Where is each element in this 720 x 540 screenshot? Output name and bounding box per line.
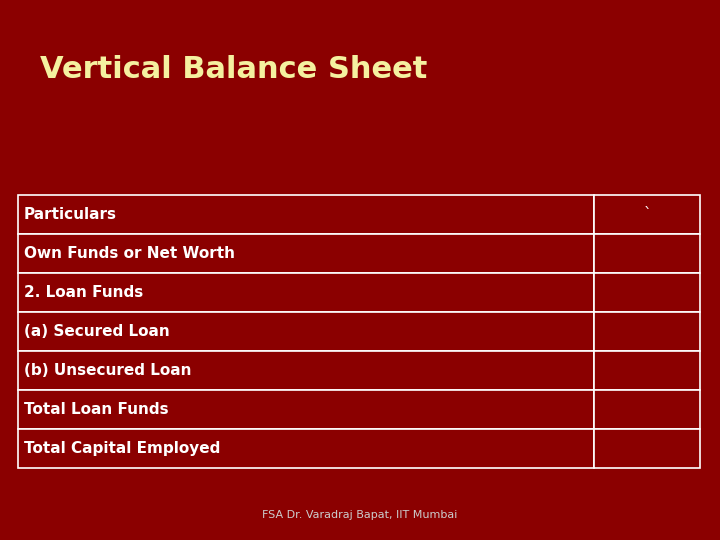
Bar xyxy=(594,195,700,234)
Bar xyxy=(594,351,700,390)
Bar xyxy=(18,234,594,273)
Bar xyxy=(594,234,700,273)
Bar xyxy=(18,390,594,429)
Bar xyxy=(594,390,700,429)
Bar xyxy=(18,195,594,234)
Text: (b) Unsecured Loan: (b) Unsecured Loan xyxy=(24,363,192,378)
Text: Particulars: Particulars xyxy=(24,207,117,222)
Text: Own Funds or Net Worth: Own Funds or Net Worth xyxy=(24,246,235,261)
Bar xyxy=(18,312,594,351)
Text: Total Loan Funds: Total Loan Funds xyxy=(24,402,168,417)
Text: FSA Dr. Varadraj Bapat, IIT Mumbai: FSA Dr. Varadraj Bapat, IIT Mumbai xyxy=(262,510,458,520)
Text: `: ` xyxy=(644,207,651,222)
Text: 2. Loan Funds: 2. Loan Funds xyxy=(24,285,143,300)
Bar xyxy=(18,351,594,390)
Text: Total Capital Employed: Total Capital Employed xyxy=(24,441,220,456)
Bar xyxy=(594,273,700,312)
Bar xyxy=(18,273,594,312)
Bar xyxy=(594,429,700,468)
Text: (a) Secured Loan: (a) Secured Loan xyxy=(24,324,169,339)
Bar xyxy=(594,312,700,351)
Bar xyxy=(18,429,594,468)
Text: Vertical Balance Sheet: Vertical Balance Sheet xyxy=(40,55,428,84)
